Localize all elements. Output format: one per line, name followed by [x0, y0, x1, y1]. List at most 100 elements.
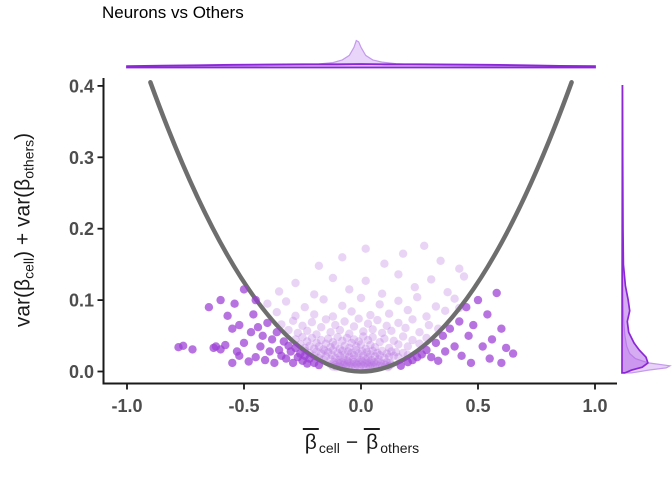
scatter-point-light	[436, 256, 445, 265]
scatter-point-light	[422, 312, 431, 321]
scatter-point-light	[367, 359, 376, 368]
scatter-point-light	[450, 294, 459, 303]
scatter-point-dark	[438, 331, 448, 340]
y-tick-label: 0.1	[69, 291, 94, 311]
scatter-point-dark	[258, 331, 267, 340]
x-tick-label: 1.0	[582, 396, 607, 416]
scatter-point-light	[387, 326, 396, 335]
y-label-part: ) + var(β	[11, 178, 35, 258]
scatter-point-light	[356, 340, 366, 349]
scatter-point-light	[354, 337, 363, 346]
scatter-point-dark	[230, 299, 239, 308]
scatter-point-light	[427, 275, 436, 284]
scatter-point-light	[321, 352, 331, 361]
scatter-point-dark	[455, 317, 464, 326]
x-label-sub-cell: cell	[318, 440, 340, 456]
scatter-point-light	[317, 349, 326, 358]
scatter-point-light	[356, 360, 366, 369]
scatter-point-dark	[434, 356, 443, 365]
minus-sign: −	[345, 431, 359, 454]
scatter-point-light	[349, 350, 359, 360]
y-label-sub-others: others	[20, 139, 37, 179]
scatter-point-light	[361, 276, 370, 285]
scatter-point-dark	[291, 343, 300, 353]
scatter-point-light	[310, 344, 319, 353]
scatter-point-dark	[464, 331, 473, 340]
scatter-point-light	[328, 345, 338, 355]
scatter-point-light	[363, 360, 373, 370]
scatter-point-dark	[396, 361, 405, 370]
x-tick-label: 0.5	[465, 396, 490, 416]
scatter-point-light	[389, 351, 398, 360]
scatter-point-dark	[314, 360, 324, 370]
scatter-point-dark	[272, 328, 281, 337]
scatter-point-dark	[497, 358, 506, 368]
scatter-point-dark	[204, 303, 214, 312]
scatter-point-dark	[221, 340, 230, 350]
scatter-point-light	[274, 287, 284, 296]
scatter-point-light	[401, 323, 410, 333]
scatter-point-light	[361, 244, 370, 253]
scatter-point-light	[431, 302, 441, 311]
scatter-point-dark	[441, 347, 450, 356]
scatter-point-light	[394, 270, 403, 279]
scatter-point-light	[376, 358, 386, 368]
scatter-point-light	[394, 340, 403, 349]
scatter-point-light	[363, 319, 373, 328]
scatter-point-light	[352, 359, 361, 368]
scatter-point-light	[324, 334, 333, 343]
scatter-point-light	[455, 264, 464, 273]
scatter-point-light	[354, 358, 363, 367]
scatter-point-light	[366, 340, 375, 350]
scatter-point-dark	[431, 338, 441, 348]
scatter-point-light	[415, 328, 424, 337]
scatter-point-dark	[265, 347, 274, 356]
y-label-part: var(β	[11, 278, 35, 328]
x-label-beta-bar: β	[364, 428, 381, 454]
scatter-point-light	[307, 318, 317, 327]
scatter-point-light	[373, 315, 382, 325]
scatter-point-light	[338, 336, 347, 345]
scatter-point-light	[303, 337, 312, 346]
scatter-point-light	[366, 310, 375, 320]
scatter-point-light	[353, 360, 362, 370]
scatter-point-dark	[228, 324, 237, 333]
scatter-point-light	[338, 358, 347, 367]
scatter-point-light	[340, 341, 349, 350]
scatter-point-light	[424, 320, 434, 330]
scatter-point-light	[380, 353, 389, 363]
scatter-point-light	[321, 339, 331, 348]
scatter-point-light	[310, 290, 319, 299]
scatter-point-light	[377, 328, 387, 338]
scatter-point-light	[358, 357, 367, 366]
scatter-point-light	[346, 358, 355, 368]
scatter-point-light	[349, 335, 359, 344]
scatter-point-light	[360, 359, 369, 368]
scatter-point-light	[380, 259, 389, 268]
scatter-point-light	[375, 350, 384, 360]
scatter-point-dark	[251, 353, 260, 362]
scatter-point-light	[403, 342, 412, 351]
scatter-point-light	[359, 327, 368, 336]
scatter-point-light	[356, 293, 366, 303]
scatter-point-light	[340, 358, 349, 368]
scatter-point-dark	[466, 358, 476, 368]
scatter-point-light	[367, 355, 376, 365]
scatter-point-dark	[249, 310, 258, 319]
scatter-point-light	[298, 321, 307, 330]
scatter-point-light	[394, 296, 403, 305]
scatter-point-light	[263, 299, 272, 308]
scatter-point-light	[347, 307, 356, 316]
scatter-point-dark	[501, 343, 511, 353]
scatter-point-light	[375, 338, 384, 347]
x-label-beta-bar: β	[302, 428, 319, 454]
scatter-point-light	[413, 293, 422, 302]
scatter-point-light	[300, 303, 309, 312]
scatter-point-light	[377, 346, 387, 355]
right-density-dark	[621, 84, 649, 374]
scatter-point-dark	[288, 358, 298, 368]
scatter-point-light	[347, 348, 356, 358]
scatter-point-light	[372, 360, 381, 369]
scatter-point-light	[353, 353, 362, 363]
